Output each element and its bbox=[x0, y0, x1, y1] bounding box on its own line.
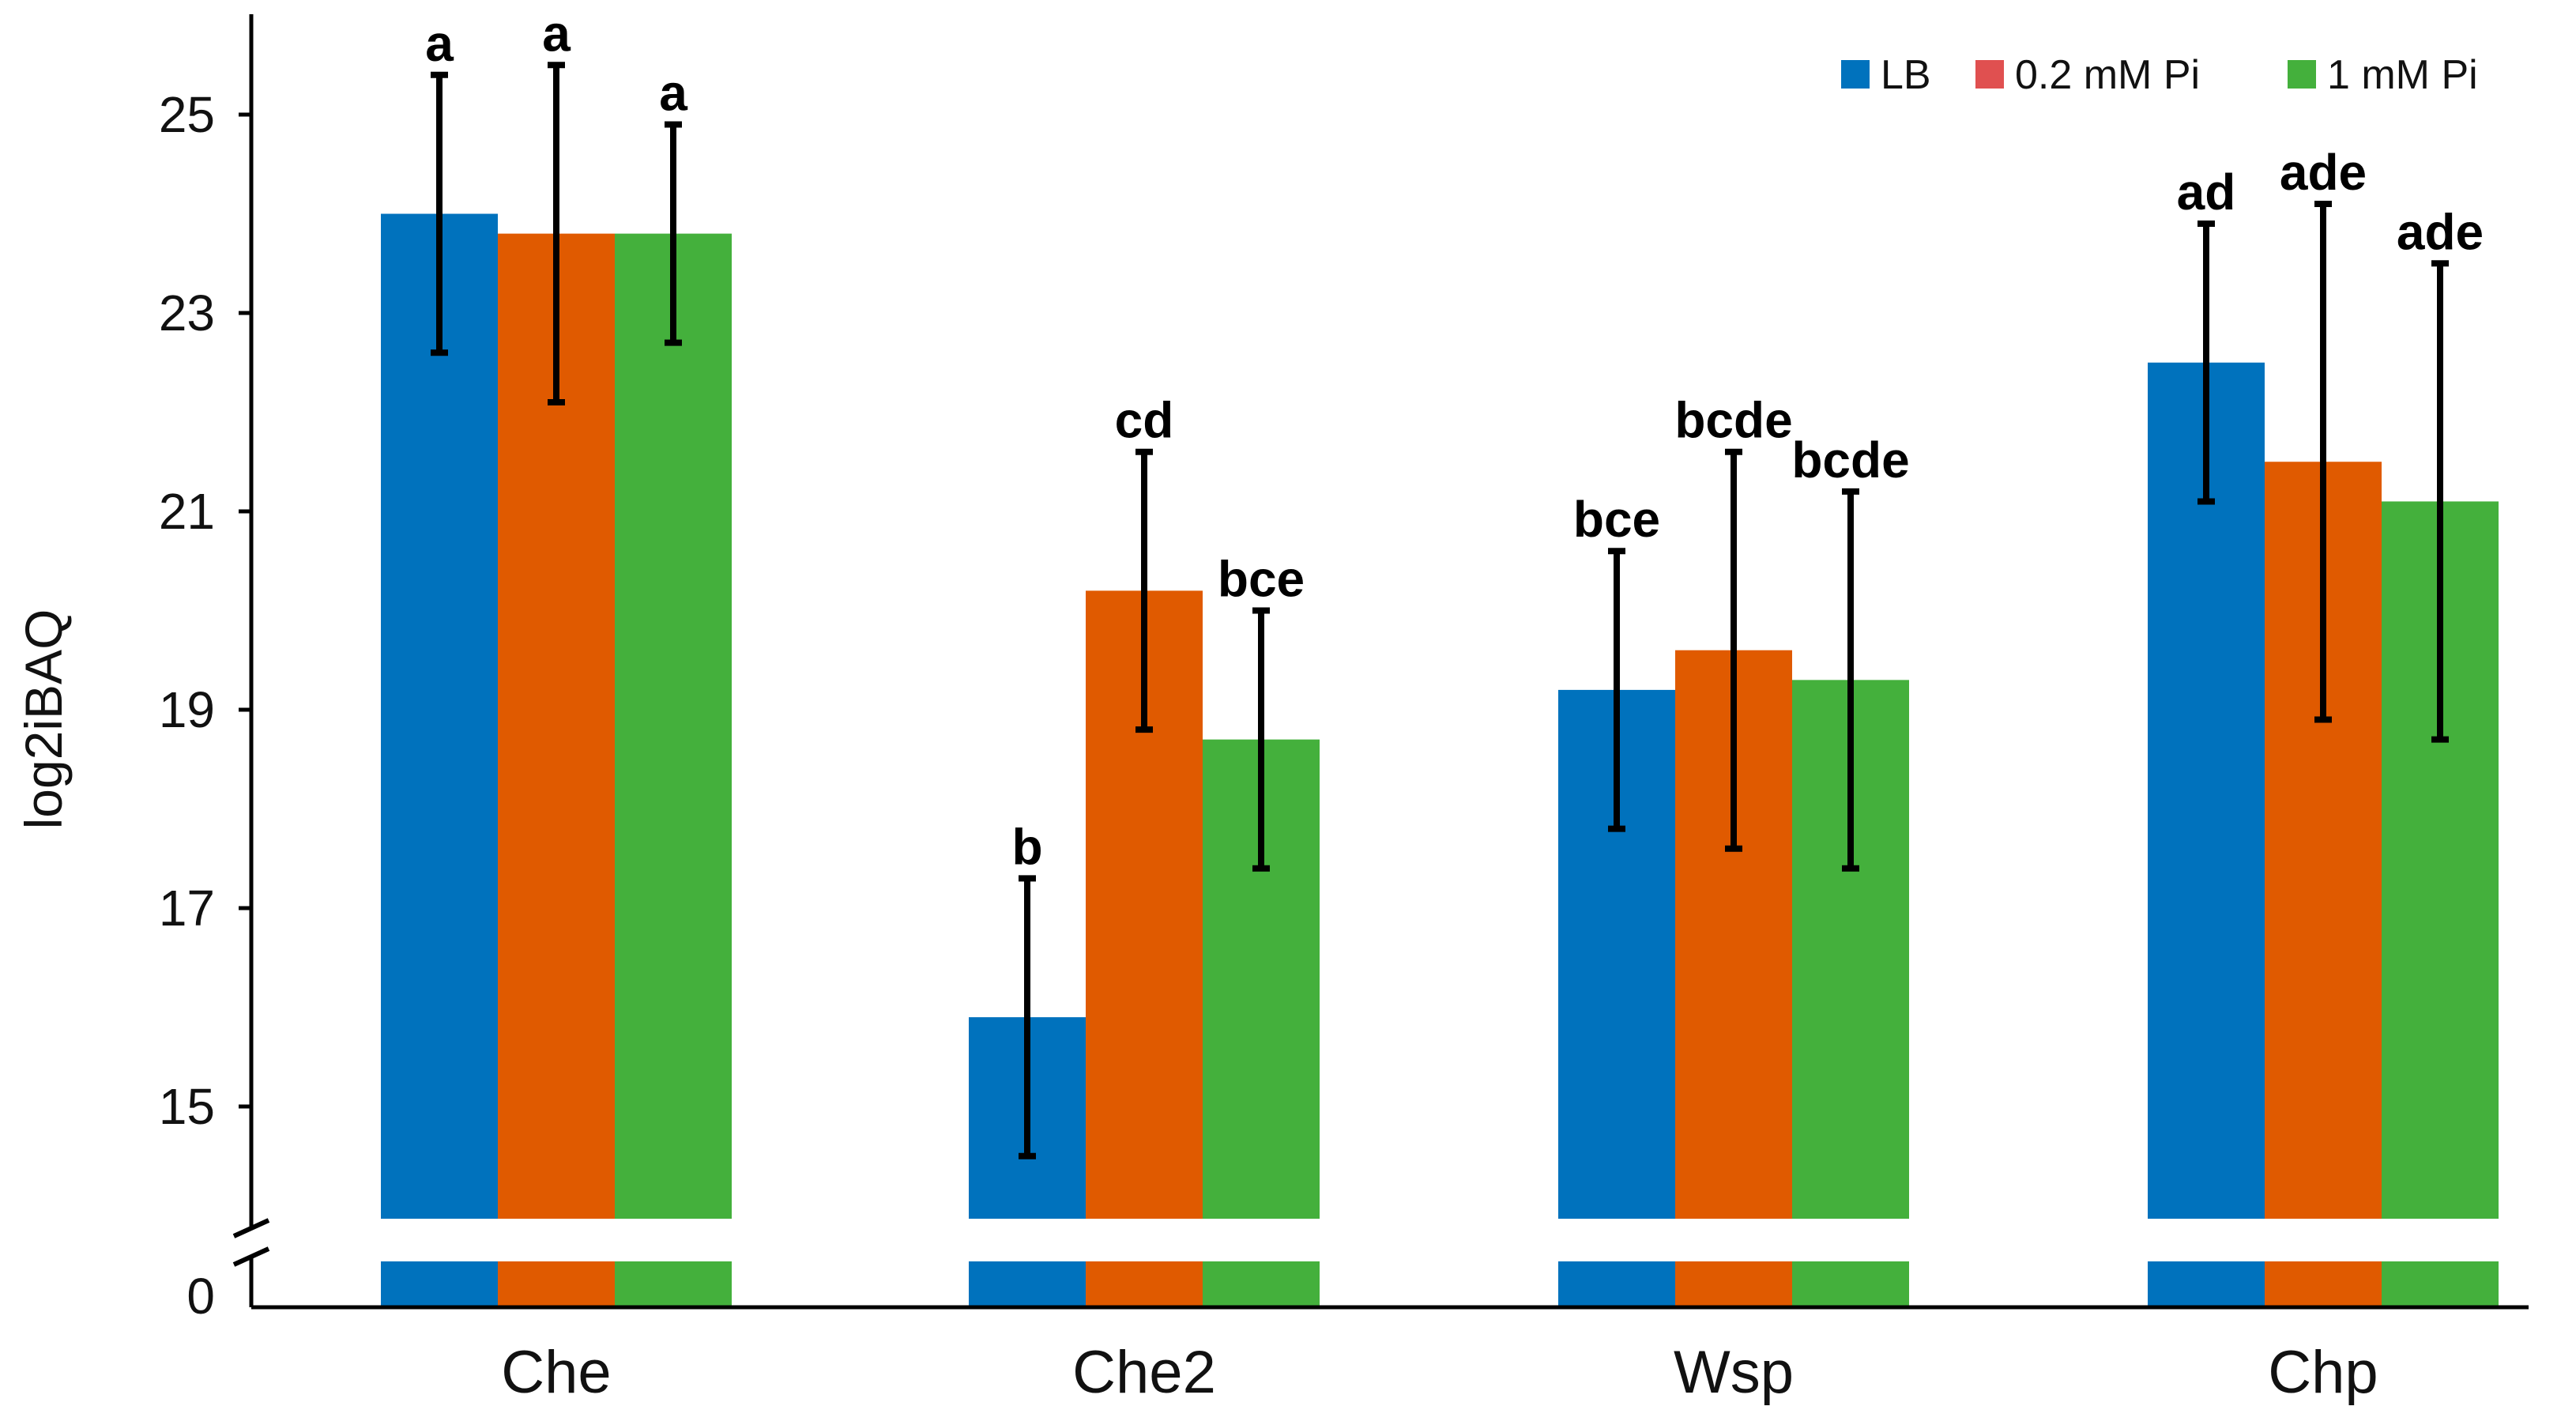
significance-label-wsp-s1: bcde bbox=[1674, 392, 1792, 449]
legend-swatch-s0 bbox=[1841, 60, 1870, 89]
significance-label-wsp-s0: bce bbox=[1573, 491, 1660, 548]
significance-label-chp-s2: ade bbox=[2397, 203, 2484, 260]
bar-che-s0 bbox=[381, 213, 498, 1219]
significance-label-che-s0: a bbox=[425, 15, 454, 72]
bar-stub-che-s1 bbox=[498, 1261, 615, 1306]
bar-stub-chp-s1 bbox=[2265, 1261, 2382, 1306]
significance-label-che-s2: a bbox=[659, 65, 687, 122]
significance-label-che2-s1: cd bbox=[1115, 392, 1174, 449]
bar-stub-wsp-s2 bbox=[1792, 1261, 1909, 1306]
significance-label-che-s1: a bbox=[542, 5, 571, 62]
bar-stub-che2-s0 bbox=[969, 1261, 1086, 1306]
y-tick-label-25: 25 bbox=[159, 86, 215, 143]
legend-label-s2: 1 mM Pi bbox=[2327, 52, 2478, 98]
legend-label-s1: 0.2 mM Pi bbox=[2015, 52, 2200, 98]
bar-stub-wsp-s0 bbox=[1558, 1261, 1675, 1306]
legend-swatch-s2 bbox=[2288, 60, 2316, 89]
x-category-label-che2: Che2 bbox=[1072, 1339, 1216, 1406]
significance-label-chp-s0: ad bbox=[2177, 164, 2236, 221]
bar-stub-chp-s2 bbox=[2382, 1261, 2499, 1306]
x-category-label-wsp: Wsp bbox=[1674, 1339, 1794, 1406]
legend-swatch-s1 bbox=[1975, 60, 2004, 89]
x-category-label-che: Che bbox=[501, 1339, 611, 1406]
bar-stub-che-s0 bbox=[381, 1261, 498, 1306]
bar-stub-wsp-s1 bbox=[1675, 1261, 1792, 1306]
x-category-label-chp: Chp bbox=[2268, 1339, 2378, 1406]
y-tick-label-17: 17 bbox=[159, 880, 215, 937]
bar-stub-chp-s0 bbox=[2148, 1261, 2265, 1306]
bar-stub-che-s2 bbox=[615, 1261, 732, 1306]
bar-chp-s0 bbox=[2148, 362, 2265, 1219]
legend-label-s0: LB bbox=[1881, 52, 1931, 98]
y-tick-label-15: 15 bbox=[159, 1078, 215, 1135]
y-tick-label-19: 19 bbox=[159, 681, 215, 738]
significance-label-wsp-s2: bcde bbox=[1791, 432, 1909, 488]
axis-break-mark-bottom bbox=[232, 1246, 270, 1267]
bar-stub-che2-s2 bbox=[1203, 1261, 1320, 1306]
bar-che-s2 bbox=[615, 233, 732, 1220]
y-tick-label-23: 23 bbox=[159, 285, 215, 341]
axis-break-mark-top bbox=[232, 1218, 270, 1238]
y-tick-label-21: 21 bbox=[159, 483, 215, 540]
y-tick-label-break-zero: 0 bbox=[186, 1268, 215, 1325]
significance-label-che2-s2: bce bbox=[1218, 551, 1305, 608]
significance-label-che2-s0: b bbox=[1011, 818, 1042, 875]
significance-label-chp-s1: ade bbox=[2280, 144, 2367, 201]
bar-stub-che2-s1 bbox=[1086, 1261, 1203, 1306]
y-axis-title: log2iBAQ bbox=[14, 609, 73, 830]
